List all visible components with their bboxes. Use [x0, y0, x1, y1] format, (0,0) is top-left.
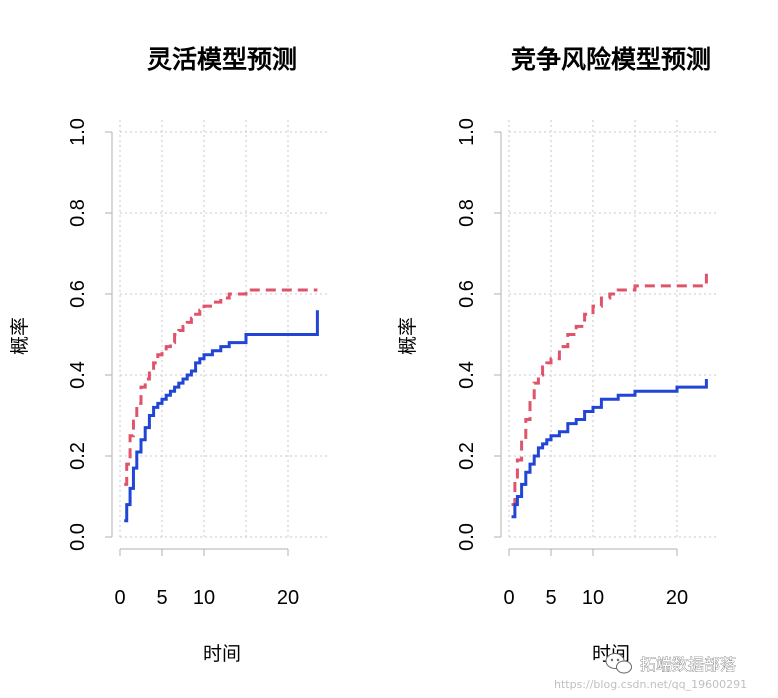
x-tick-label: 5 — [545, 587, 556, 609]
y-tick-label: 0.4 — [67, 361, 89, 389]
series-line-dashed — [124, 288, 318, 486]
grid — [119, 120, 330, 538]
y-tick-label: 0.8 — [456, 199, 478, 227]
axes — [494, 131, 678, 556]
chart-panel-flexible: 灵活模型预测 0 5 10 20 0.0 0.2 0.4 0.6 0.8 1.0 时间 概率 — [9, 45, 330, 665]
y-tick-label: 0.6 — [67, 280, 89, 308]
y-axis-label: 概率 — [9, 317, 31, 355]
y-axis-label: 概率 — [397, 317, 419, 355]
x-tick-label: 20 — [666, 587, 688, 609]
y-tick-label: 0.2 — [456, 442, 478, 470]
tick-labels: 0 5 10 20 0.0 0.2 0.4 0.6 0.8 1.0 — [456, 118, 688, 609]
chart-title: 竞争风险模型预测 — [511, 45, 711, 74]
tick-labels: 0 5 10 20 0.0 0.2 0.4 0.6 0.8 1.0 — [67, 118, 299, 609]
x-axis-label: 时间 — [203, 643, 241, 665]
y-tick-label: 0.0 — [67, 523, 89, 551]
grid — [508, 120, 719, 538]
y-tick-label: 1.0 — [456, 118, 478, 146]
x-tick-label: 20 — [277, 587, 299, 609]
watermark-brand: 拓端数据部落 — [640, 655, 736, 674]
x-tick-label: 0 — [114, 587, 125, 609]
x-tick-label: 10 — [582, 587, 604, 609]
y-tick-label: 0.0 — [456, 523, 478, 551]
x-tick-label: 0 — [503, 587, 514, 609]
axes — [105, 131, 289, 556]
series-line-solid — [124, 310, 319, 523]
watermark-url: https://blog.csdn.net/qq_19600291 — [554, 678, 747, 691]
y-tick-label: 0.8 — [67, 199, 89, 227]
series-group — [124, 288, 319, 523]
x-tick-label: 10 — [193, 587, 215, 609]
watermark: 拓端数据部落 https://blog.csdn.net/qq_19600291 — [554, 653, 747, 691]
y-tick-label: 0.2 — [67, 442, 89, 470]
series-line-solid — [511, 379, 708, 519]
y-tick-label: 0.6 — [456, 280, 478, 308]
chart-title: 灵活模型预测 — [147, 45, 297, 74]
wechat-icon — [605, 653, 632, 674]
y-tick-label: 1.0 — [67, 118, 89, 146]
x-tick-label: 5 — [156, 587, 167, 609]
series-group — [511, 273, 708, 519]
y-tick-label: 0.4 — [456, 361, 478, 389]
series-line-dashed — [511, 273, 708, 507]
